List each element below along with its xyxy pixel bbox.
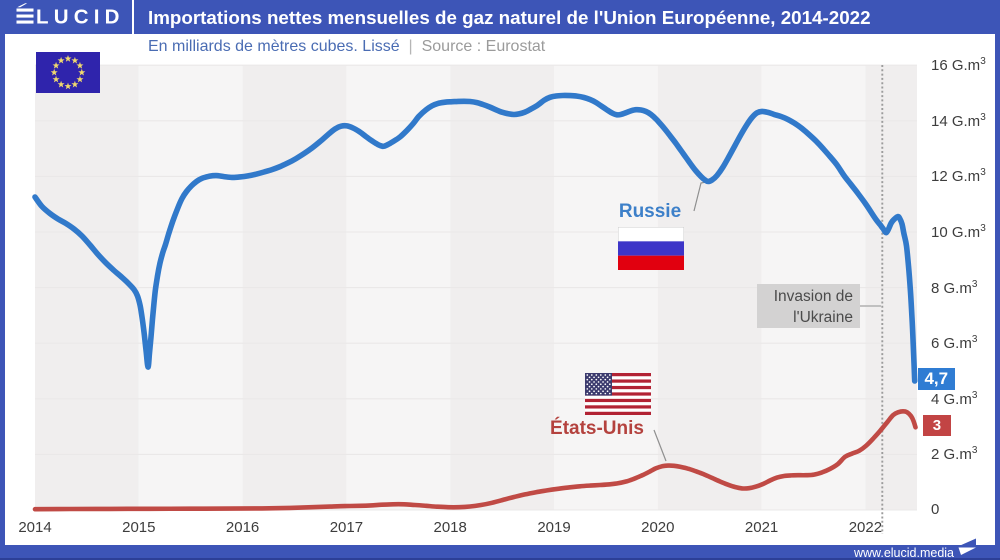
svg-text:LUCID: LUCID — [36, 6, 125, 29]
